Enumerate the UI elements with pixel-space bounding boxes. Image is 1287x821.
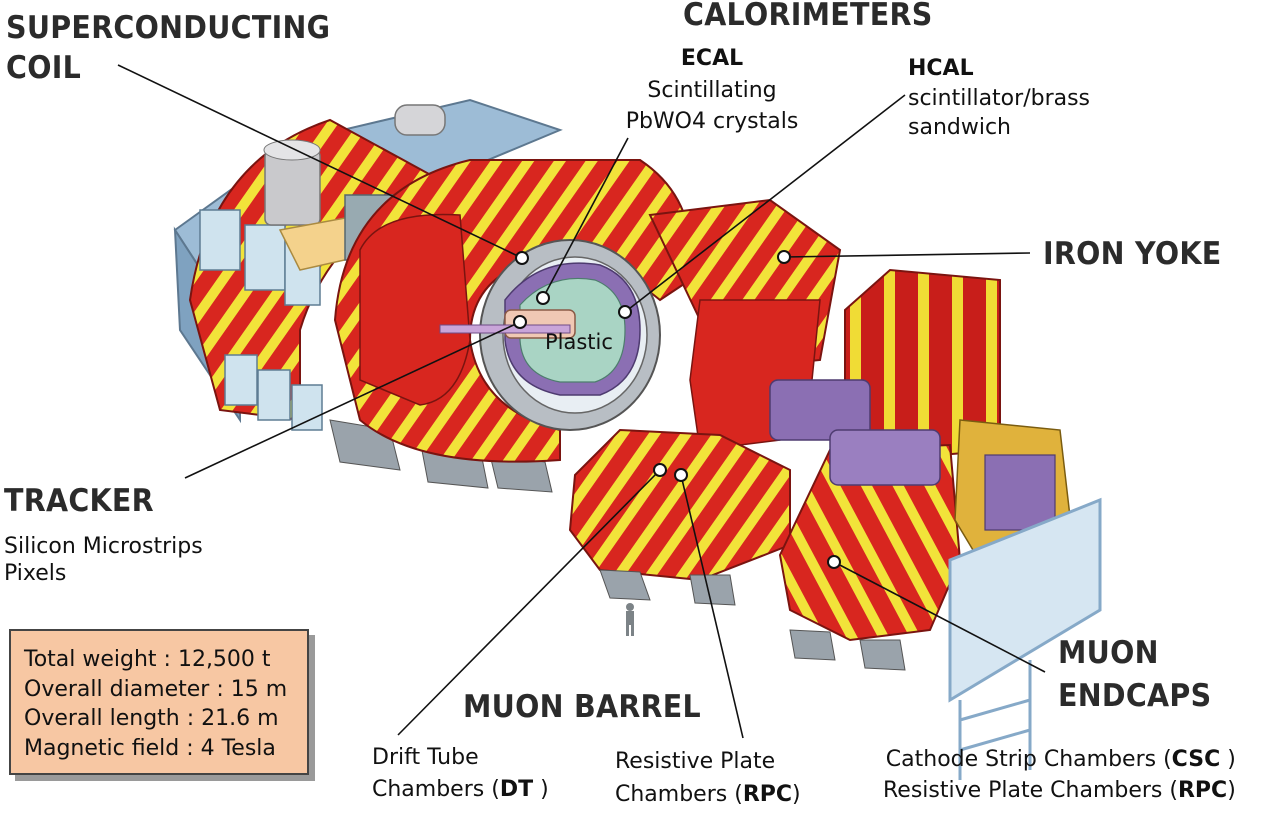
barrel-lower-blocks: [568, 428, 791, 582]
rpc-endcap-line: Resistive Plate Chambers (RPC): [883, 775, 1236, 806]
endcap-side-inner: [984, 454, 1056, 531]
rpc-endcap-abbr: RPC: [1177, 778, 1228, 803]
csc-line: Cathode Strip Chambers (CSC ): [883, 744, 1236, 775]
csc-close: ): [1220, 747, 1236, 772]
muon-barrel-label: MUON BARREL: [463, 689, 702, 725]
callout-dot-coil: [515, 251, 529, 265]
leader-ecal: [542, 137, 629, 299]
hcal-line1: scintillator/brass: [908, 86, 1091, 111]
leader-hcal: [624, 94, 906, 313]
muon-endcaps-line1: MUON: [1058, 635, 1159, 671]
superconducting-coil-label: SUPERCONDUCTING COIL: [6, 8, 330, 88]
muon-endcaps-line2: ENDCAPS: [1058, 678, 1212, 714]
hcal-line2: sandwich: [908, 115, 1011, 140]
drift-tube-line1: Drift Tube: [372, 745, 479, 770]
plastic-label: Plastic: [545, 330, 613, 354]
leader-iron-yoke: [783, 252, 1031, 258]
spec-overall-diameter: Overall diameter : 15 m: [24, 676, 288, 702]
callout-dots: [513, 250, 841, 569]
leader-coil: [117, 64, 523, 259]
tracker-line2: Pixels: [4, 561, 67, 586]
callout-dot-dt: [653, 463, 667, 477]
tracker-line1: Silicon Microstrips: [4, 534, 203, 559]
callout-dot-iron-yoke: [777, 250, 791, 264]
tracker-label: TRACKER Silicon Microstrips Pixels: [4, 481, 203, 587]
rpc-barrel-abbr: RPC: [742, 782, 793, 807]
endcap-scaffold: [948, 497, 1102, 780]
iron-yoke-label: IRON YOKE: [1043, 236, 1222, 272]
leader-dt: [397, 469, 661, 736]
leader-rpc: [680, 474, 744, 739]
rpc-barrel-label: Resistive Plate Chambers (RPC): [615, 745, 801, 811]
superconducting-coil-line1: SUPERCONDUCTING: [6, 10, 331, 46]
human-scale-figure: [626, 603, 634, 636]
specifications-box: Total weight : 12,500 t Overall diameter…: [9, 629, 309, 775]
csc-abbr: CSC: [1171, 747, 1221, 772]
tracker-title: TRACKER: [4, 483, 154, 519]
spec-overall-length: Overall length : 21.6 m: [24, 706, 279, 731]
leader-lines: [117, 64, 1046, 739]
endcap-chambers-label: Cathode Strip Chambers (CSC ) Resistive …: [883, 744, 1236, 806]
spec-total-weight: Total weight : 12,500 t: [24, 647, 271, 672]
superconducting-coil-line2: COIL: [6, 50, 82, 86]
left-barrel-group: [173, 98, 693, 493]
ecal-line2: PbWO4 crystals: [625, 109, 799, 134]
callout-dot-rpc: [674, 468, 688, 482]
callout-dot-hcal: [618, 305, 632, 319]
callout-dot-ecal: [536, 291, 550, 305]
rpc-barrel-close: ): [792, 782, 801, 807]
callout-dot-tracker: [513, 315, 527, 329]
csc-text: Cathode Strip Chambers (: [885, 747, 1172, 772]
leader-tracker: [184, 321, 521, 479]
drift-tube-abbr: DT: [499, 777, 534, 802]
endcap-feet: [789, 629, 906, 671]
muon-endcaps-label: MUON ENDCAPS: [1058, 632, 1211, 718]
ecal-title: ECAL: [680, 46, 744, 71]
rpc-endcap-text: Resistive Plate Chambers (: [883, 778, 1178, 803]
drift-tube-text: Chambers (: [372, 777, 500, 802]
rpc-barrel-line1: Resistive Plate: [615, 749, 776, 774]
endcap-purple-cylinder-2: [829, 429, 941, 486]
hcal-title: HCAL: [908, 56, 974, 81]
calorimeters-heading: CALORIMETERS: [683, 0, 933, 33]
callout-dot-endcaps: [827, 555, 841, 569]
electronics-racks: [199, 209, 323, 431]
rpc-barrel-line2: Chambers (RPC): [615, 778, 801, 811]
endcap-purple-cylinder: [769, 379, 871, 441]
yoke-red-body: [359, 213, 471, 406]
hcal-label: HCAL scintillator/brass sandwich: [908, 54, 1090, 142]
drift-tube-label: Drift Tube Chambers (DT ): [372, 742, 549, 806]
barrel-lower-feet: [599, 569, 736, 606]
endcap-group: [769, 268, 1102, 780]
spec-magnetic-field: Magnetic field : 4 Tesla: [24, 735, 276, 761]
leader-endcaps: [833, 561, 1046, 673]
ecal-label: ECAL Scintillating PbWO4 crystals: [612, 44, 812, 138]
drift-tube-line2: Chambers (DT ): [372, 774, 549, 806]
rpc-barrel-text: Chambers (: [615, 782, 743, 807]
ecal-line1: Scintillating: [647, 78, 777, 103]
rpc-endcap-close: ): [1227, 778, 1236, 803]
drift-tube-close: ): [533, 777, 549, 802]
